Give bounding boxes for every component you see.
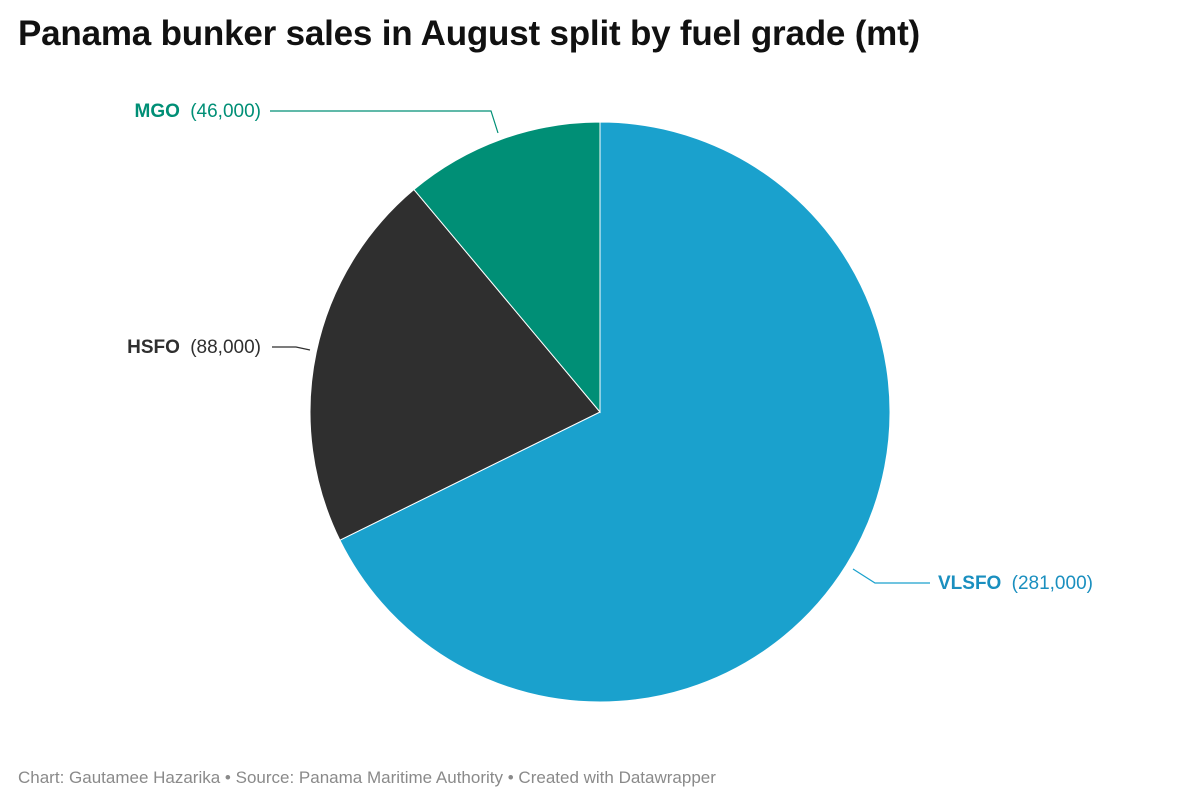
slice-label-mgo: MGO (46,000) [135,101,261,122]
chart-footer: Chart: Gautamee Hazarika • Source: Panam… [18,768,716,788]
footer-separator: • [503,768,519,787]
footer-separator: • [220,768,236,787]
footer-tool: Created with Datawrapper [518,768,716,787]
slice-label-value: (46,000) [190,101,261,122]
slice-label-name: VLSFO [938,573,1001,594]
slice-label-hsfo: HSFO (88,000) [127,337,261,358]
pie-slice-vlsfo [339,121,891,703]
slice-label-vlsfo: VLSFO (281,000) [938,573,1093,594]
leader-line-vlsfo [852,568,930,584]
slice-label-name: HSFO [127,337,180,358]
leader-line-hsfo [272,346,311,351]
footer-credit: Chart: Gautamee Hazarika [18,768,221,787]
footer-source: Source: Panama Maritime Authority [235,768,504,787]
slice-label-value: (88,000) [190,337,261,358]
pie-slice-mgo [413,121,601,414]
chart-title: Panama bunker sales in August split by f… [18,14,920,53]
pie-slices [309,121,891,703]
pie-slice-hsfo [309,188,601,541]
slice-labels: VLSFO (281,000) HSFO (88,000) MGO (46,00… [127,101,1093,594]
slice-label-name: MGO [135,101,180,122]
slice-label-value: (281,000) [1012,573,1093,594]
leader-line-mgo [270,110,499,134]
